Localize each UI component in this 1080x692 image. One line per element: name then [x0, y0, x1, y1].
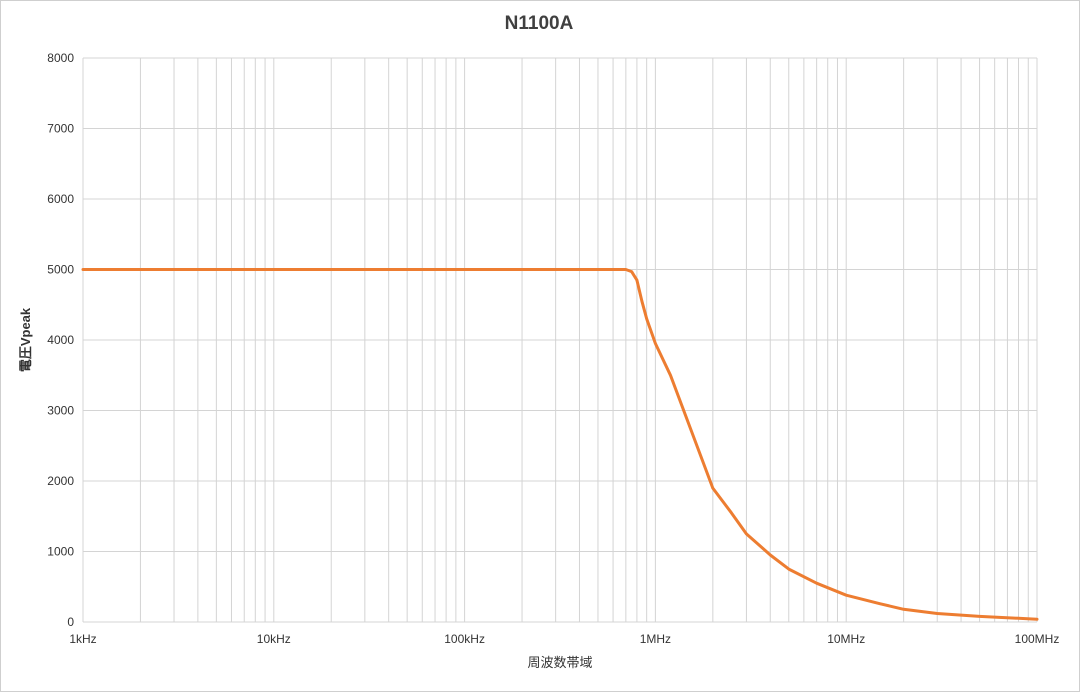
x-tick-label: 100MHz — [1015, 632, 1060, 646]
x-tick-label: 1MHz — [640, 632, 671, 646]
x-tick-label: 10kHz — [257, 632, 291, 646]
x-tick-label: 1kHz — [69, 632, 96, 646]
x-axis-ticks: 1kHz 10kHz 100kHz 1MHz 10MHz 100MHz — [69, 632, 1059, 646]
y-axis-ticks: 0 1000 2000 3000 4000 5000 6000 7000 8000 — [47, 51, 74, 629]
chart-title: N1100A — [505, 13, 574, 34]
x-tick-label: 100kHz — [444, 632, 485, 646]
y-axis-label: 電圧Vpeak — [18, 307, 33, 372]
y-tick-label: 4000 — [47, 333, 74, 347]
y-tick-label: 1000 — [47, 545, 74, 559]
y-tick-label: 8000 — [47, 51, 74, 65]
y-tick-label: 3000 — [47, 404, 74, 418]
series-line — [81, 268, 1039, 621]
series-group — [81, 268, 1039, 621]
y-tick-label: 7000 — [47, 122, 74, 136]
y-tick-label: 0 — [67, 615, 74, 629]
x-tick-label: 10MHz — [827, 632, 865, 646]
y-tick-label: 2000 — [47, 474, 74, 488]
y-tick-label: 6000 — [47, 192, 74, 206]
x-axis-label: 周波数帯域 — [527, 655, 592, 670]
y-tick-label: 5000 — [47, 263, 74, 277]
grid-lines — [82, 57, 1038, 623]
